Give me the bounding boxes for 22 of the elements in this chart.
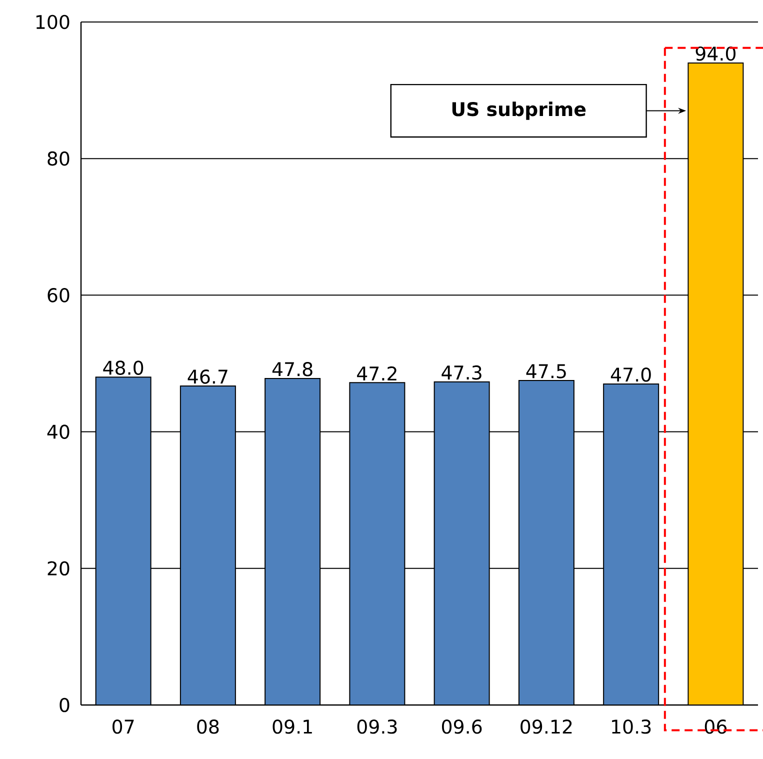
y-tick-label: 60 xyxy=(48,288,70,302)
data-label: 47.2 xyxy=(357,366,396,380)
x-tick-label: 09.1 xyxy=(272,719,312,734)
y-tick-label: 20 xyxy=(48,561,70,576)
x-tick-label: 09.6 xyxy=(442,719,482,734)
y-tick-label: 0 xyxy=(60,698,70,712)
x-tick-label: 09.12 xyxy=(520,719,572,734)
data-label: 47.3 xyxy=(442,365,482,380)
data-label: 94.0 xyxy=(696,46,736,61)
data-label: 48.0 xyxy=(103,360,144,375)
annotation: US subprime xyxy=(452,102,586,120)
data-label: 47.8 xyxy=(272,362,312,376)
data-label: 46.7 xyxy=(188,370,228,384)
data-label: 47.0 xyxy=(610,367,651,382)
x-tick-label: 08 xyxy=(197,719,219,734)
x-tick-label: 09.3 xyxy=(357,719,397,734)
x-tick-label: 10.3 xyxy=(612,719,651,734)
y-tick-label: 80 xyxy=(48,151,70,166)
x-tick-label: 07 xyxy=(112,719,134,734)
data-label: 47.5 xyxy=(526,364,566,378)
y-tick-label: 100 xyxy=(36,14,70,30)
y-tick-label: 40 xyxy=(47,424,70,439)
